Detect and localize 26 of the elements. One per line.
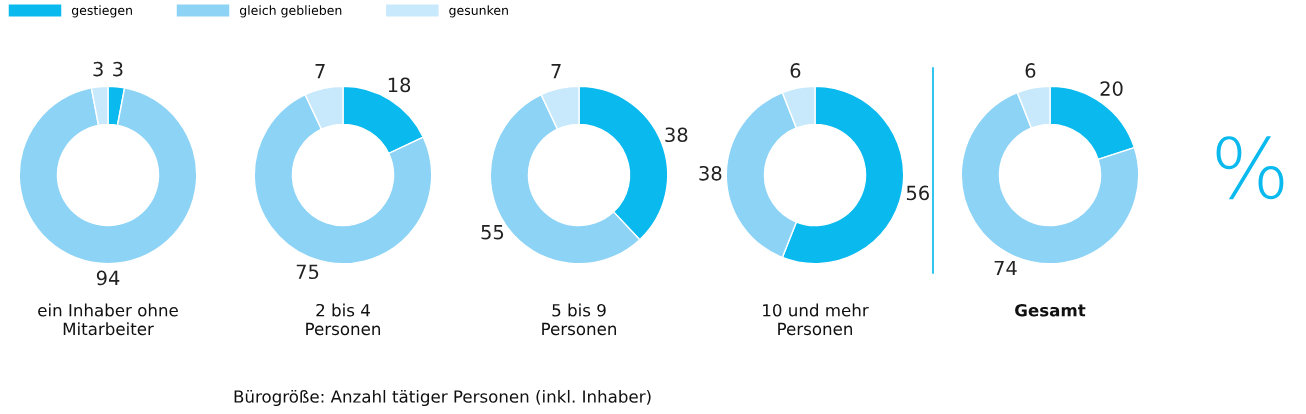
text: 2 bis 4 Personen: [306, 303, 380, 336]
text: ein Inhaber ohne Mitarbeiter: [38, 303, 178, 336]
donut-slice: [18, 87, 198, 265]
data-label: 94: [96, 270, 120, 286]
text: Bürogröße: Anzahl tätiger Personen (inkl. Inhaber): [234, 389, 651, 407]
data-label: 74: [994, 260, 1017, 276]
text: Gesamt: [1015, 303, 1086, 317]
data-label: 38: [665, 127, 688, 143]
data-label: 3: [113, 61, 123, 77]
data-label: 75: [296, 264, 319, 280]
data-label: 3: [93, 61, 103, 77]
legend-label: gesunken: [449, 5, 508, 18]
data-label: 56: [906, 185, 929, 201]
data-label: 6: [1025, 63, 1036, 78]
text: 10 und mehr Personen: [763, 303, 869, 336]
data-label: 20: [1100, 81, 1123, 96]
data-label: 18: [388, 77, 411, 93]
legend-label: gleich geblieben: [239, 5, 342, 18]
data-label: 38: [699, 165, 722, 181]
data-label: 6: [790, 63, 801, 78]
data-label: 7: [551, 64, 561, 79]
text: %: [1216, 136, 1284, 200]
data-label: 55: [481, 225, 504, 240]
legend-label: gestiegen: [71, 5, 132, 18]
data-label: 7: [315, 64, 325, 79]
text: 5 bis 9 Personen: [542, 303, 616, 336]
